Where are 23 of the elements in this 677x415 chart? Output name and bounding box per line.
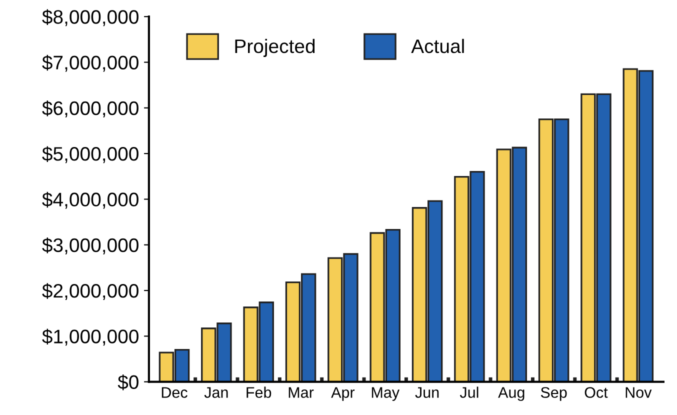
x-tick-label: Dec: [162, 387, 188, 398]
y-tick-label: $8,000,000: [42, 9, 138, 26]
x-tick-label: May: [372, 387, 400, 401]
legend-label: Actual: [411, 38, 464, 54]
x-tick-label: Feb: [246, 386, 272, 398]
x-tick-label: Sep: [540, 387, 567, 401]
x-tick-label: Mar: [288, 387, 314, 398]
x-tick-label: Jan: [204, 387, 228, 398]
x-tick-label: Oct: [584, 387, 608, 398]
x-tick-label: Jul: [460, 386, 478, 398]
y-tick-label: $2,000,000: [42, 283, 138, 300]
y-tick-label: $0: [118, 374, 138, 390]
y-tick-label: $4,000,000: [42, 192, 138, 209]
legend-label: Projected: [235, 38, 315, 57]
y-tick-label: $7,000,000: [42, 54, 138, 72]
x-tick-label: Apr: [331, 387, 355, 401]
x-tick-label: Aug: [498, 387, 524, 401]
x-tick-label: Nov: [626, 387, 652, 398]
y-tick-label: $1,000,000: [42, 328, 138, 346]
y-tick-label: $6,000,000: [42, 100, 138, 118]
x-tick-label: Jun: [415, 387, 439, 398]
y-tick-label: $5,000,000: [42, 146, 138, 164]
y-tick-label: $3,000,000: [42, 238, 138, 254]
